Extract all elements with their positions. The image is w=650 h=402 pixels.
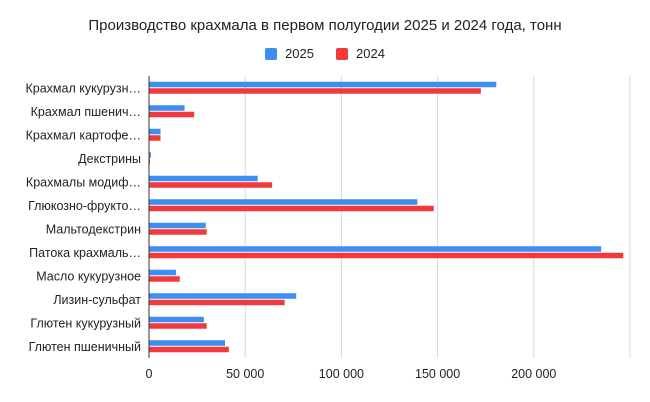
x-tick-label-4: 200 000 <box>511 367 556 381</box>
category-label-10: Глютен кукурузный <box>30 316 141 330</box>
legend-swatch-2024 <box>336 47 348 60</box>
bar-2024-4 <box>149 182 273 188</box>
category-label-5: Глюкозно-фрукто… <box>28 199 141 213</box>
bar-2024-7 <box>149 252 624 259</box>
x-tick-label-2: 100 000 <box>319 367 364 381</box>
bar-2025-3 <box>149 152 151 158</box>
bar-2024-1 <box>149 111 195 118</box>
category-label-8: Масло кукурузное <box>36 269 141 283</box>
bar-2024-11 <box>149 346 229 353</box>
x-tick-label-0: 0 <box>146 367 153 381</box>
x-tick-label-3: 150 000 <box>415 367 460 381</box>
category-label-9: Лизин-сульфат <box>53 293 141 307</box>
bar-2025-11 <box>149 340 225 346</box>
bar-2025-9 <box>149 293 297 299</box>
bar-2025-6 <box>149 222 206 229</box>
bar-2025-8 <box>149 269 176 276</box>
category-label-1: Крахмал пшенич… <box>31 105 141 119</box>
category-label-2: Крахмал картофе… <box>26 128 141 142</box>
legend-swatch-2025 <box>265 47 278 60</box>
category-label-0: Крахмал кукурузн… <box>25 81 141 95</box>
bar-2025-2 <box>149 128 161 135</box>
bar-2024-9 <box>149 299 285 306</box>
bar-2024-2 <box>149 135 161 141</box>
legend-item-2024: 2024 <box>336 46 385 61</box>
legend-item-2025: 2025 <box>265 46 314 61</box>
category-label-3: Декстрины <box>78 152 141 166</box>
category-label-6: Мальтодекстрин <box>46 222 141 236</box>
bar-2024-6 <box>149 229 207 235</box>
category-label-4: Крахмалы модиф… <box>26 175 141 189</box>
legend-label-2025: 2025 <box>285 46 314 61</box>
legend: 2025 2024 <box>0 46 650 61</box>
bar-2024-0 <box>149 88 481 94</box>
chart-title: Производство крахмала в первом полугодии… <box>88 17 562 34</box>
bar-2025-1 <box>149 105 185 111</box>
bar-2024-10 <box>149 323 207 329</box>
category-label-11: Глютен пшеничный <box>29 340 141 354</box>
bar-2025-5 <box>149 199 418 205</box>
legend-label-2024: 2024 <box>356 46 385 61</box>
category-label-7: Патока крахмаль… <box>29 246 141 260</box>
bar-2025-10 <box>149 316 204 323</box>
bar-2025-4 <box>149 175 258 182</box>
bar-2024-8 <box>149 276 180 282</box>
bar-2024-5 <box>149 205 434 212</box>
bar-2025-7 <box>149 246 602 252</box>
bar-2025-0 <box>149 81 497 88</box>
x-tick-label-1: 50 000 <box>226 367 264 381</box>
